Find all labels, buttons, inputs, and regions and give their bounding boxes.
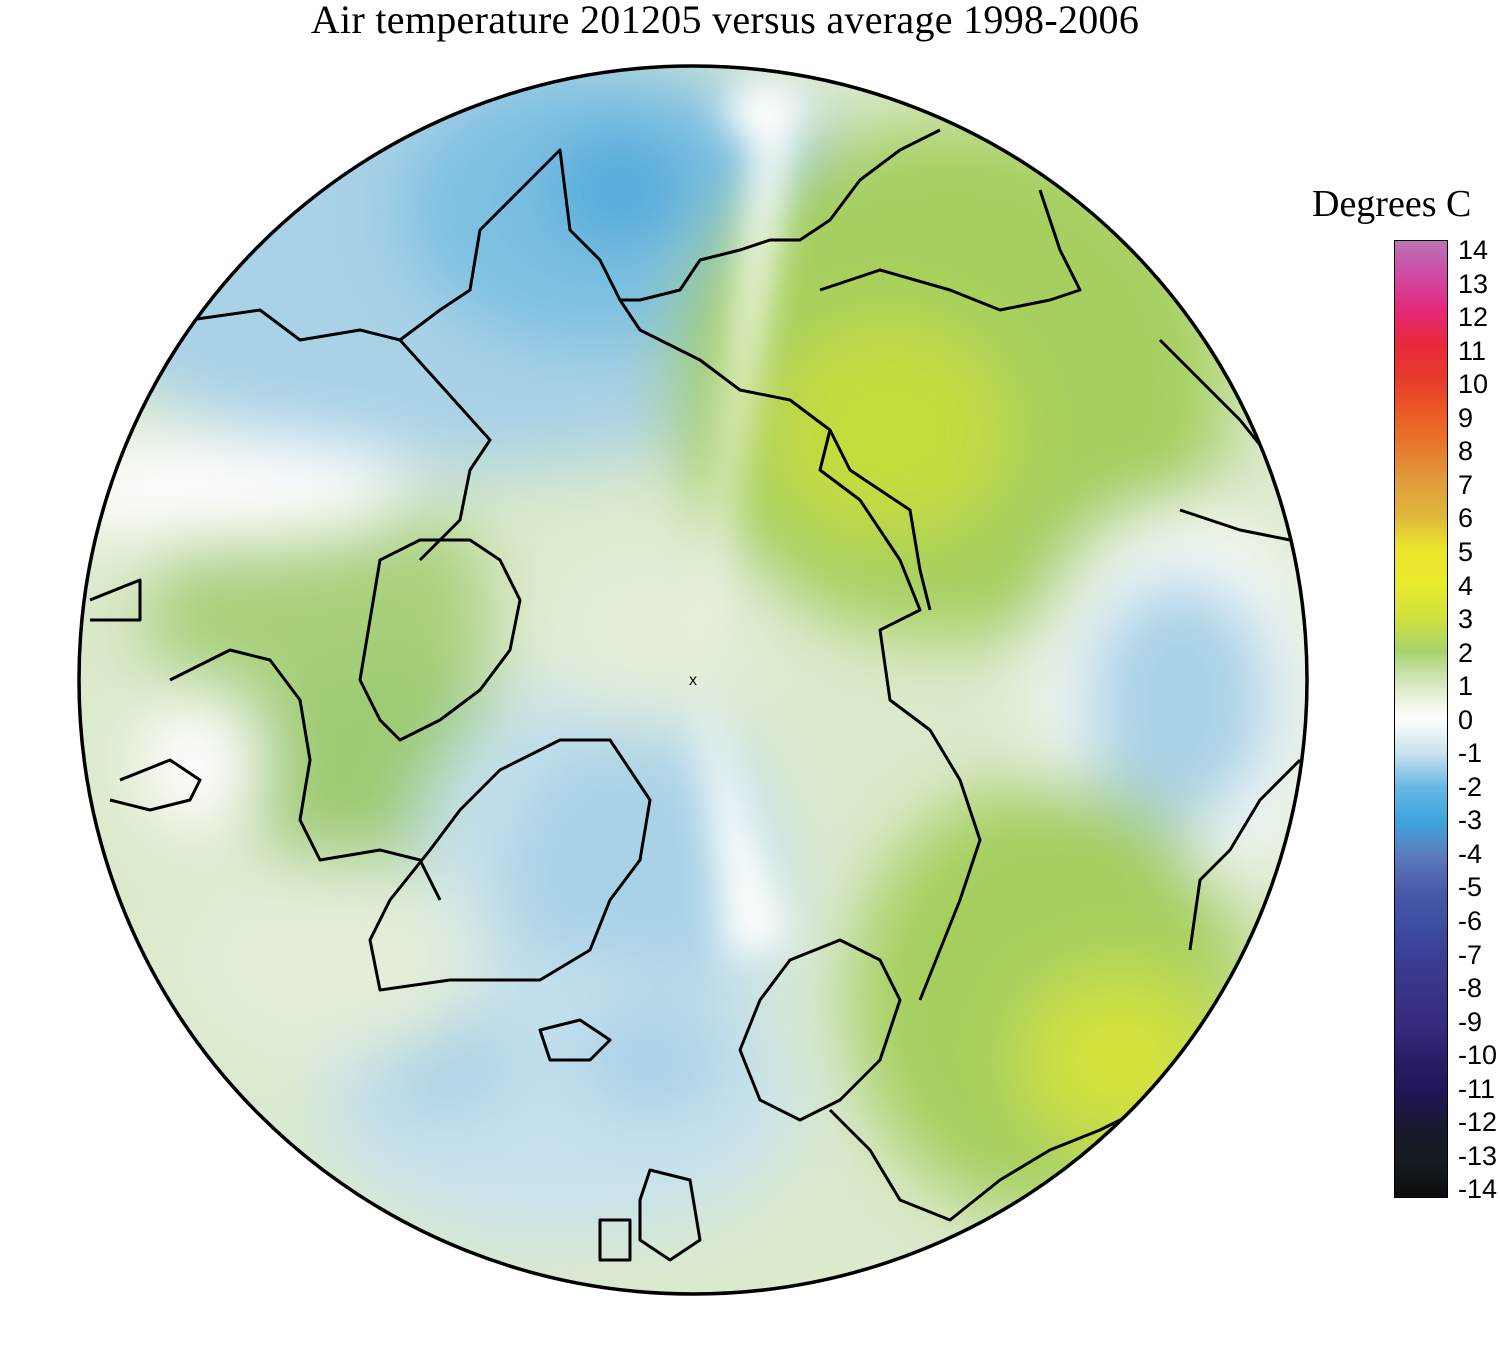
colorbar-tick-label: -9 <box>1458 1006 1483 1037</box>
colorbar-tick-label: 11 <box>1458 335 1487 366</box>
colorbar-tick-label: 9 <box>1458 402 1474 433</box>
colorbar-tick-label: -12 <box>1458 1107 1498 1138</box>
coastlines <box>89 128 1302 1262</box>
map-boundary <box>77 64 1309 1296</box>
colorbar-tick-label: -11 <box>1458 1073 1496 1104</box>
anomaly-field <box>79 66 1307 1294</box>
colorbar-tick-label: -2 <box>1458 771 1483 802</box>
colorbar-tick-label: 0 <box>1458 704 1474 735</box>
north-pole-marker: x <box>689 672 697 689</box>
colorbar-tick-label: -8 <box>1458 973 1483 1004</box>
colorbar-tick-label: -5 <box>1458 872 1483 903</box>
colorbar-tick-label: 1 <box>1458 671 1474 702</box>
colorbar-tick-label: -1 <box>1458 738 1483 769</box>
colorbar <box>1394 240 1448 1198</box>
polar-temperature-map: x <box>77 64 1309 1296</box>
colorbar-tick-label: 4 <box>1458 570 1474 601</box>
colorbar-tick-label: -14 <box>1458 1174 1498 1205</box>
colorbar-tick-label: 12 <box>1458 302 1489 333</box>
colorbar-tick-label: -13 <box>1458 1140 1498 1171</box>
colorbar-tick-label: 3 <box>1458 604 1474 635</box>
colorbar-tick-label: -7 <box>1458 939 1483 970</box>
colorbar-tick-label: 13 <box>1458 268 1489 299</box>
colorbar-tick-label: 6 <box>1458 503 1474 534</box>
colorbar-tick-label: -6 <box>1458 906 1483 936</box>
legend-title: Degrees C <box>1312 183 1472 225</box>
colorbar-tick-label: 7 <box>1458 469 1474 500</box>
colorbar-tick-label: 5 <box>1458 536 1474 567</box>
colorbar-tick-label: 14 <box>1458 235 1489 265</box>
colorbar-tick-label: -3 <box>1458 805 1483 836</box>
colorbar-tick-label: -4 <box>1458 838 1483 869</box>
colorbar-tick-label: -10 <box>1458 1040 1498 1071</box>
colorbar-tick-label: 8 <box>1458 436 1474 467</box>
map-title: Air temperature 201205 versus average 19… <box>310 0 1140 42</box>
colorbar-tick-label: 10 <box>1458 369 1489 400</box>
colorbar-tick-label: 2 <box>1458 637 1474 668</box>
